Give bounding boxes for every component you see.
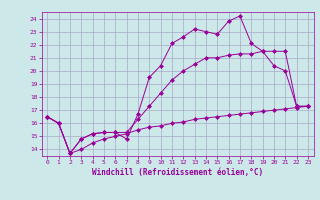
X-axis label: Windchill (Refroidissement éolien,°C): Windchill (Refroidissement éolien,°C)	[92, 168, 263, 177]
